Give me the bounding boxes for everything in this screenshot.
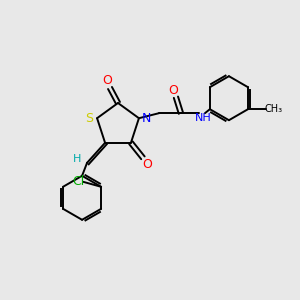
Text: O: O (142, 158, 152, 171)
Text: CH₃: CH₃ (265, 104, 283, 114)
Text: O: O (168, 84, 178, 97)
Text: Cl: Cl (72, 175, 84, 188)
Text: NH: NH (194, 113, 211, 123)
Text: S: S (85, 112, 93, 125)
Text: H: H (73, 154, 81, 164)
Text: N: N (142, 112, 152, 125)
Text: O: O (102, 74, 112, 88)
